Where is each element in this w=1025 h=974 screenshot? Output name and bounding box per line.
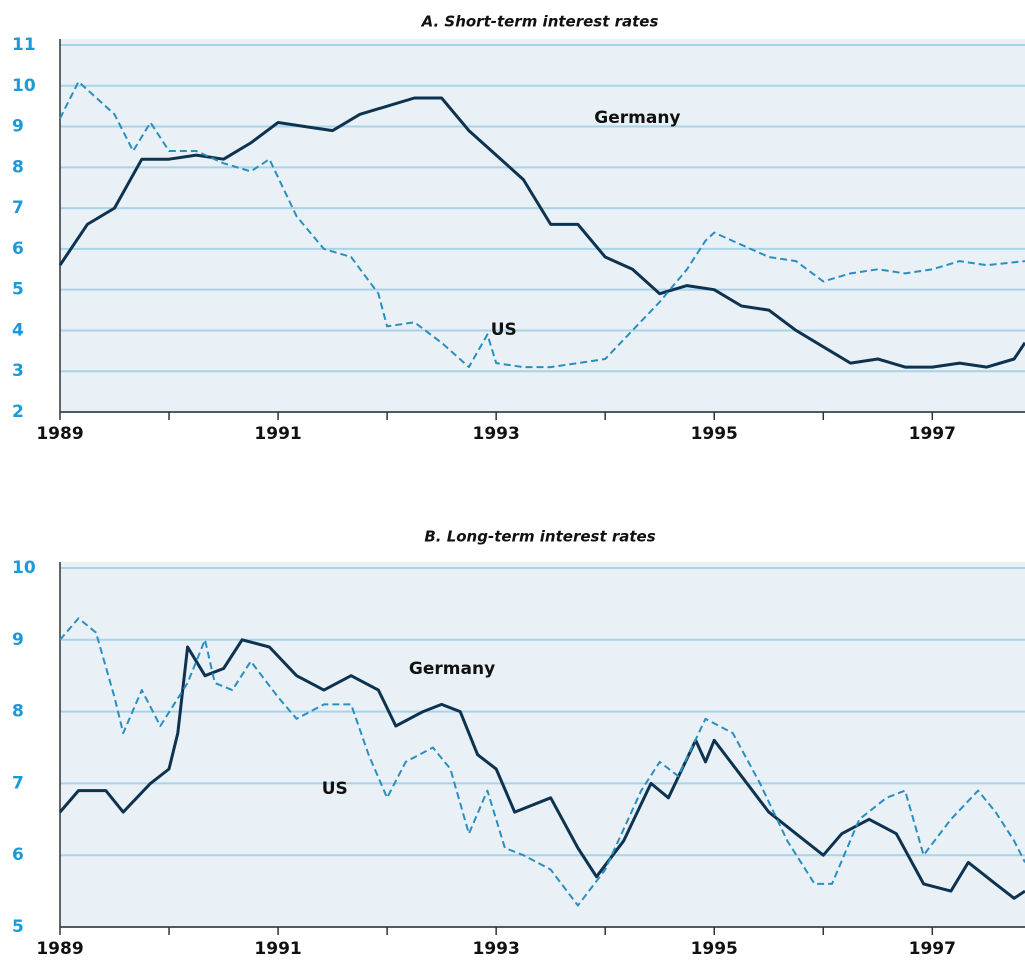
- y-tick-label: 9: [12, 630, 24, 650]
- y-tick-label: 9: [12, 117, 24, 137]
- y-tick-label: 8: [12, 157, 24, 177]
- series-line: [58, 638, 1025, 900]
- chart-title: B. Long-term interest rates: [424, 528, 655, 546]
- x-tick-label: 1991: [254, 424, 301, 444]
- plot-area: [60, 39, 1025, 412]
- y-tick-label: 4: [12, 320, 24, 340]
- y-tick-label: 7: [12, 773, 24, 793]
- series-label: Germany: [409, 659, 495, 679]
- y-tick-label: 7: [12, 198, 24, 218]
- x-tick-label: 1993: [472, 424, 519, 444]
- series-label: Germany: [594, 108, 680, 128]
- y-tick-label: 5: [12, 280, 24, 300]
- y-tick-label: 3: [12, 361, 24, 381]
- y-tick-label: 8: [12, 702, 24, 722]
- x-tick-label: 1989: [36, 424, 83, 444]
- x-tick-label: 1993: [472, 939, 519, 959]
- series-label: US: [322, 779, 348, 799]
- x-tick-label: 1997: [909, 424, 956, 444]
- x-tick-label: 1997: [909, 939, 956, 959]
- x-tick-label: 1995: [691, 939, 738, 959]
- series-line: [59, 80, 1025, 369]
- series-label: US: [491, 320, 517, 340]
- plot-area: [60, 562, 1025, 927]
- x-tick-label: 1991: [254, 939, 301, 959]
- y-tick-label: 10: [12, 558, 36, 578]
- x-tick-label: 1989: [36, 939, 83, 959]
- x-tick-label: 1995: [691, 424, 738, 444]
- y-tick-label: 5: [12, 917, 24, 937]
- y-tick-label: 11: [12, 35, 36, 55]
- y-tick-label: 6: [12, 239, 24, 259]
- series-line: [58, 96, 1025, 369]
- y-tick-label: 2: [12, 402, 24, 422]
- y-tick-label: 10: [12, 76, 36, 96]
- chart-title: A. Short-term interest rates: [421, 13, 659, 31]
- series-line: [59, 617, 1025, 907]
- y-tick-label: 6: [12, 845, 24, 865]
